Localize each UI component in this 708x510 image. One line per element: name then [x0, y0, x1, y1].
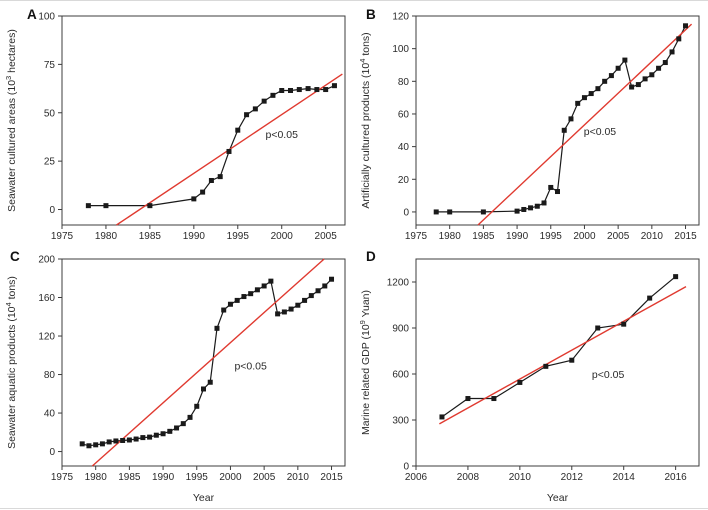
plot-box	[61, 258, 346, 467]
svg-text:1995: 1995	[540, 231, 563, 242]
y-axis-ticks: 0 25 50 75 100	[38, 12, 62, 216]
panel-a: A 1975 1980 1985 1990 1995 2000 2005 0 25 50 75 100…	[0, 1, 354, 248]
svg-text:0: 0	[49, 205, 55, 216]
svg-text:2012: 2012	[561, 472, 584, 483]
x-axis-ticks: 2006 2008 2010 2012 2014 2016	[405, 466, 687, 483]
svg-text:1985: 1985	[472, 231, 495, 242]
svg-text:1990: 1990	[152, 472, 175, 483]
svg-text:40: 40	[44, 409, 56, 420]
data-series-line	[436, 25, 687, 213]
chart-marine-related-gdp: 2006 2008 2010 2012 2014 2016 0 300 600 900 1200 Ma…	[358, 258, 700, 504]
chart-seawater-cultured-areas: 1975 1980 1985 1990 1995 2000 2005 0 25 50 75 100 Se…	[4, 12, 346, 242]
svg-text:1975: 1975	[405, 231, 428, 242]
svg-text:1980: 1980	[439, 231, 462, 242]
svg-text:2000: 2000	[573, 231, 596, 242]
svg-text:2010: 2010	[641, 231, 664, 242]
plot-box	[415, 15, 700, 226]
svg-text:2016: 2016	[665, 472, 688, 483]
panel-letter-a: A	[27, 7, 37, 22]
data-series-line	[82, 278, 332, 447]
x-axis-label: Year	[193, 492, 215, 504]
x-axis-ticks: 1975 1980 1985 1990 1995 2000 2005 2010 2015	[405, 225, 697, 242]
svg-text:2000: 2000	[271, 231, 294, 242]
svg-text:100: 100	[392, 44, 409, 55]
data-point-markers	[85, 83, 337, 209]
svg-text:2000: 2000	[219, 472, 242, 483]
svg-text:50: 50	[44, 108, 56, 119]
y-axis-label: Artificially cultured products (104 tons…	[358, 32, 372, 208]
x-axis-label: Year	[547, 492, 569, 504]
svg-text:80: 80	[44, 370, 56, 381]
svg-text:1975: 1975	[51, 231, 74, 242]
trend-line	[477, 23, 693, 226]
y-axis-ticks: 0 20 40 60 80 100 120	[392, 12, 416, 218]
svg-text:1980: 1980	[85, 472, 108, 483]
data-point-markers	[433, 23, 689, 215]
svg-text:2005: 2005	[253, 472, 276, 483]
y-axis-label: Seawater cultured areas (103 hectares)	[4, 29, 18, 212]
svg-text:1975: 1975	[51, 472, 74, 483]
svg-text:1985: 1985	[118, 472, 141, 483]
svg-text:0: 0	[403, 462, 409, 473]
svg-text:2015: 2015	[320, 472, 343, 483]
svg-text:1200: 1200	[387, 278, 410, 289]
x-axis-ticks: 1975 1980 1985 1990 1995 2000 2005 2010 2015	[51, 466, 343, 483]
svg-text:120: 120	[392, 12, 409, 23]
svg-text:2008: 2008	[457, 472, 480, 483]
svg-text:900: 900	[392, 324, 409, 335]
chart-artificially-cultured-products: 1975 1980 1985 1990 1995 2000 2005 2010 2015 0 20 4…	[358, 12, 700, 242]
svg-text:40: 40	[398, 142, 410, 153]
svg-text:160: 160	[38, 293, 55, 304]
significance-label: p<0.05	[584, 126, 617, 138]
svg-text:600: 600	[392, 370, 409, 381]
data-point-markers	[439, 274, 679, 420]
plot-box	[415, 258, 700, 467]
svg-text:60: 60	[398, 109, 410, 120]
svg-text:2006: 2006	[405, 472, 428, 483]
plot-box	[61, 15, 346, 226]
significance-label: p<0.05	[592, 369, 625, 381]
significance-label: p<0.05	[266, 129, 299, 141]
svg-text:200: 200	[38, 255, 55, 266]
panel-b: B 1975 1980 1985 1990 1995 2000 2005 2010 2015 0 2…	[354, 1, 708, 248]
svg-text:25: 25	[44, 157, 56, 168]
svg-text:80: 80	[398, 77, 410, 88]
data-series-line	[441, 276, 676, 418]
svg-text:1980: 1980	[95, 231, 118, 242]
y-axis-label: Marine related GDP (109 Yuan)	[358, 290, 372, 435]
y-axis-ticks: 0 40 80 120 160 200	[38, 255, 62, 458]
svg-text:20: 20	[398, 175, 410, 186]
panel-c: C 1975 1980 1985 1990 1995 2000 2005 2010 2015 0 4…	[0, 248, 354, 510]
panel-letter-d: D	[366, 249, 376, 264]
svg-text:0: 0	[403, 207, 409, 218]
significance-label: p<0.05	[234, 361, 267, 373]
panel-letter-b: B	[366, 7, 376, 22]
data-point-markers	[79, 276, 335, 449]
svg-text:75: 75	[44, 60, 56, 71]
svg-text:0: 0	[49, 447, 55, 458]
svg-text:1990: 1990	[506, 231, 529, 242]
svg-text:1995: 1995	[227, 231, 250, 242]
svg-text:300: 300	[392, 416, 409, 427]
svg-text:2005: 2005	[315, 231, 338, 242]
chart-seawater-aquatic-products: 1975 1980 1985 1990 1995 2000 2005 2010 2015 0 40 8…	[4, 255, 346, 504]
svg-text:2010: 2010	[509, 472, 532, 483]
svg-text:120: 120	[38, 332, 55, 343]
panel-d: D 2006 2008 2010 2012 2014 2016 0 300 600 900 1200…	[354, 248, 708, 510]
svg-text:1985: 1985	[139, 231, 162, 242]
y-axis-label: Seawater aquatic products (104 tons)	[4, 276, 18, 449]
x-axis-ticks: 1975 1980 1985 1990 1995 2000 2005	[51, 225, 337, 242]
svg-text:100: 100	[38, 12, 55, 23]
svg-text:2015: 2015	[674, 231, 697, 242]
svg-text:2010: 2010	[287, 472, 310, 483]
svg-text:2014: 2014	[613, 472, 636, 483]
panel-letter-c: C	[10, 249, 20, 264]
svg-text:1995: 1995	[186, 472, 209, 483]
trend-line	[91, 258, 325, 467]
trend-line	[439, 285, 687, 425]
y-axis-ticks: 0 300 600 900 1200	[387, 278, 416, 473]
svg-text:2005: 2005	[607, 231, 630, 242]
svg-text:1990: 1990	[183, 231, 206, 242]
